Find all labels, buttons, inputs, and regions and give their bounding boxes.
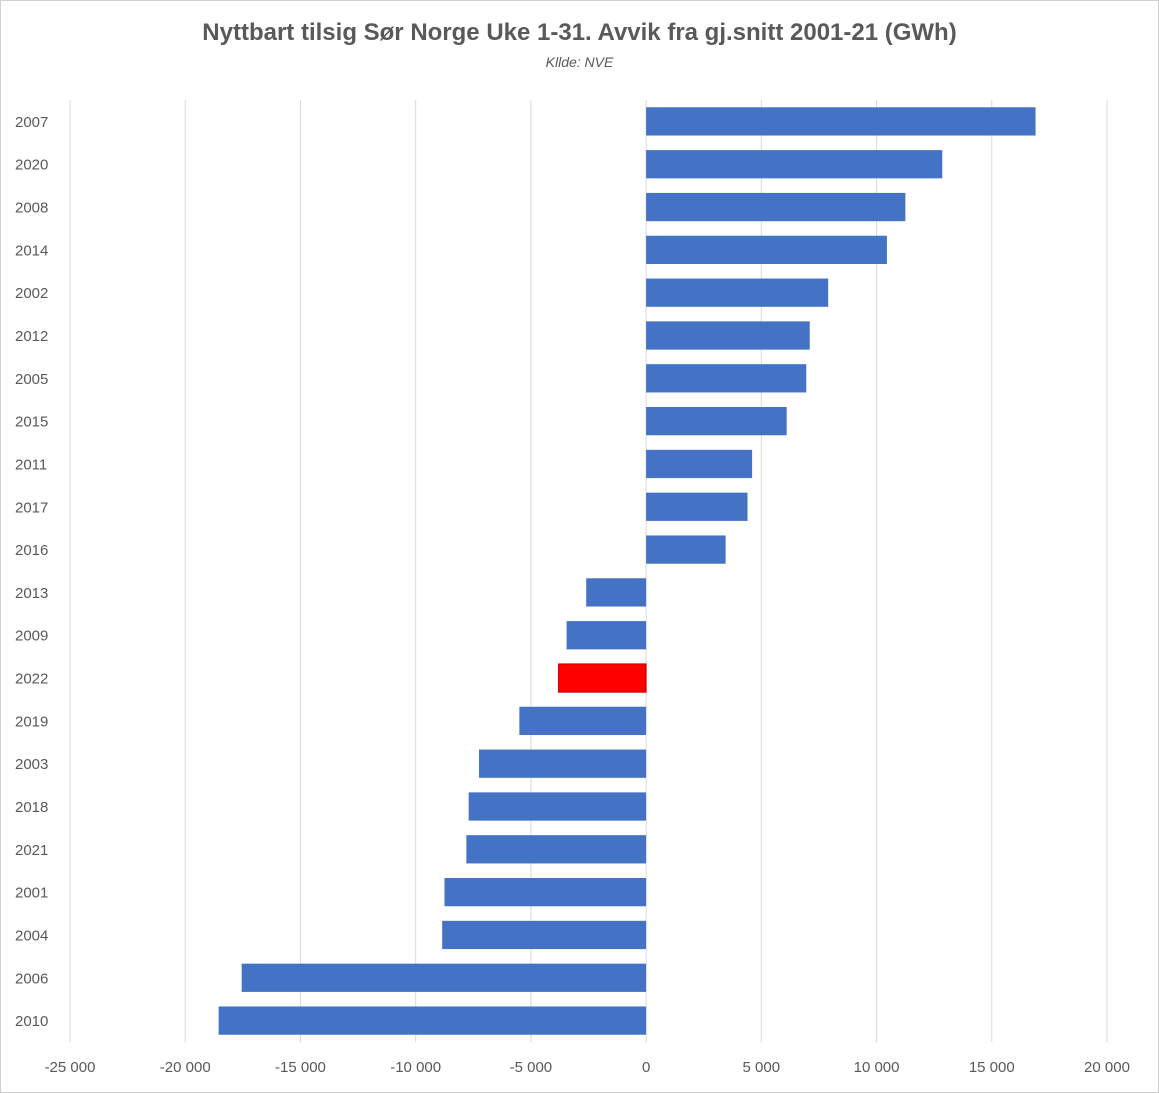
bar-highlight — [558, 663, 647, 693]
bar — [444, 878, 647, 907]
category-label: 2003 — [15, 756, 48, 773]
category-labels: 2007 2020 2008 2014 2002 2012 2005 2015 2011 2017… — [15, 114, 48, 1030]
bar — [586, 578, 647, 607]
bar — [646, 364, 807, 393]
bar — [646, 535, 726, 564]
category-label: 2016 — [15, 542, 48, 559]
category-label: 2007 — [15, 114, 48, 131]
x-tick-labels: -25 000 -20 000 -15 000 -10 000 -5 000 0 5 000… — [45, 1059, 1130, 1076]
category-label: 2011 — [15, 456, 47, 473]
bar — [519, 706, 647, 735]
bar — [646, 449, 753, 479]
category-label: 2012 — [15, 328, 48, 345]
category-label: 2002 — [15, 285, 48, 302]
category-label: 2017 — [15, 499, 48, 516]
category-label: 2018 — [15, 799, 48, 816]
x-tick-label: 10 000 — [854, 1059, 900, 1076]
bar — [646, 235, 887, 264]
category-label: 2006 — [15, 970, 48, 987]
category-label: 2013 — [15, 585, 48, 602]
bar — [646, 278, 829, 307]
bar — [442, 920, 647, 950]
bar — [646, 492, 748, 521]
bar — [646, 192, 906, 222]
category-label: 2022 — [15, 671, 48, 688]
bar — [468, 792, 647, 821]
bars — [218, 107, 1036, 1035]
x-tick-label: -20 000 — [160, 1059, 211, 1076]
bar — [646, 150, 943, 179]
category-label: 2010 — [15, 1013, 48, 1030]
bar — [646, 321, 810, 350]
bar — [218, 1006, 647, 1035]
category-label: 2014 — [15, 242, 48, 259]
bar — [646, 107, 1036, 136]
bar — [479, 749, 647, 778]
chart-subtitle: Kllde: NVE — [545, 54, 614, 70]
bar — [646, 407, 787, 436]
bar — [466, 835, 647, 864]
x-tick-label: -15 000 — [275, 1059, 326, 1076]
bar — [241, 963, 647, 992]
x-tick-label: 15 000 — [969, 1059, 1015, 1076]
category-label: 2009 — [15, 628, 48, 645]
category-label: 2008 — [15, 200, 48, 217]
x-tick-label: -5 000 — [510, 1059, 553, 1076]
category-label: 2005 — [15, 371, 48, 388]
category-label: 2021 — [15, 842, 48, 859]
chart-title: Nyttbart tilsig Sør Norge Uke 1-31. Avvi… — [202, 19, 957, 46]
x-tick-label: 0 — [642, 1059, 650, 1076]
category-label: 2020 — [15, 157, 48, 174]
x-tick-label: -25 000 — [45, 1059, 96, 1076]
bar — [566, 621, 647, 650]
x-tick-label: 5 000 — [743, 1059, 781, 1076]
category-label: 2015 — [15, 414, 48, 431]
x-tick-label: -10 000 — [390, 1059, 441, 1076]
category-label: 2001 — [15, 885, 48, 902]
x-tick-label: 20 000 — [1084, 1059, 1130, 1076]
category-label: 2019 — [15, 713, 48, 730]
category-label: 2004 — [15, 927, 48, 944]
